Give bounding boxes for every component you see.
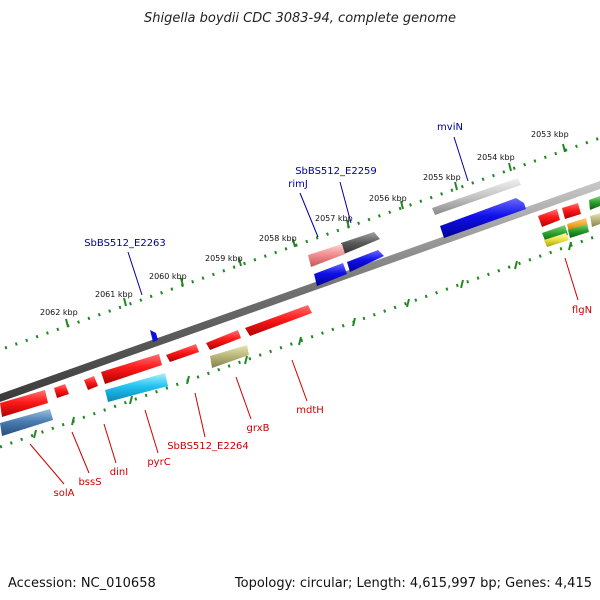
tick-labels: 2053 kbp 2054 kbp 2055 kbp 2056 kbp 2057…	[40, 130, 569, 317]
tick-label: 2059 kbp	[205, 254, 243, 263]
gene-SbBS512_E2259b-arrow[interactable]	[347, 250, 384, 272]
gene-label-SbBS512_E2259[interactable]: SbBS512_E2259	[295, 166, 377, 177]
tick-label: 2061 kbp	[95, 290, 133, 299]
gene-mdtH-arrow[interactable]	[245, 305, 312, 336]
reverse-strand-features	[0, 196, 600, 436]
gene-mviN-arrow[interactable]	[440, 198, 526, 238]
gene-label-mviN[interactable]: mviN	[437, 122, 463, 133]
gene-label-SbBS512_E2264[interactable]: SbBS512_E2264	[167, 441, 249, 452]
accession-text: Accession: NC_010658	[8, 576, 156, 591]
leader-lines	[29, 136, 579, 485]
tick-label: 2060 kbp	[149, 272, 187, 281]
tick-label: 2055 kbp	[423, 173, 461, 182]
map-title: Shigella boydii CDC 3083-94, complete ge…	[144, 11, 456, 26]
gene-label-SbBS512_E2263[interactable]: SbBS512_E2263	[84, 238, 166, 249]
gene-flgN-body-5[interactable]	[590, 213, 600, 227]
tick-label: 2058 kbp	[259, 234, 297, 243]
gene-flgN-arrow-3[interactable]	[589, 196, 600, 210]
gene-pyrC-arrow[interactable]	[101, 354, 162, 384]
gene-solA-arrow[interactable]	[0, 390, 48, 417]
gene-rimJ-arrow[interactable]	[308, 244, 345, 267]
gene-dinI-arrow[interactable]	[84, 376, 98, 390]
tick-label: 2053 kbp	[531, 130, 569, 139]
tick-label: 2054 kbp	[477, 153, 515, 162]
gene-flgN-body-1[interactable]	[542, 225, 568, 243]
inner-tick-track	[0, 233, 600, 449]
forward-strand-features	[150, 178, 526, 342]
gene-grxB-arrow[interactable]	[206, 330, 241, 350]
gene-label-bssS[interactable]: bssS	[78, 477, 101, 488]
gene-mviN-body-upper	[432, 178, 521, 215]
gene-label-dinI[interactable]: dinI	[110, 467, 128, 478]
gene-flgN-body-4[interactable]	[568, 224, 589, 238]
gene-SbBS512_E2259-arrow[interactable]	[341, 232, 380, 254]
gene-SbBS512_E2263-arrow[interactable]	[150, 330, 158, 342]
gene-flgN-arrow-2[interactable]	[562, 203, 581, 219]
gene-SbBS512_E2264-arrow[interactable]	[166, 344, 199, 362]
gene-pyrC-body[interactable]	[105, 373, 168, 402]
tick-label: 2056 kbp	[369, 194, 407, 203]
gene-label-pyrC[interactable]: pyrC	[147, 457, 170, 468]
gene-rimJb-arrow[interactable]	[314, 263, 347, 286]
gene-labels: mviN SbBS512_E2259 rimJ SbBS512_E2263 fl…	[54, 122, 593, 499]
gene-solA-body[interactable]	[0, 409, 53, 436]
gene-label-flgN[interactable]: flgN	[572, 305, 592, 316]
gene-flgN-arrow-1[interactable]	[538, 209, 560, 227]
gene-grxB-body[interactable]	[210, 345, 249, 368]
topology-text: Topology: circular; Length: 4,615,997 bp…	[234, 576, 592, 591]
gene-label-rimJ[interactable]: rimJ	[288, 179, 308, 190]
gene-bssS-arrow[interactable]	[54, 384, 69, 398]
outer-tick-track	[4, 136, 600, 350]
gene-label-grxB[interactable]: grxB	[247, 423, 270, 434]
gene-label-mdtH[interactable]: mdtH	[296, 405, 324, 416]
tick-label: 2057 kbp	[315, 214, 353, 223]
tick-label: 2062 kbp	[40, 308, 78, 317]
genome-backbone	[0, 181, 600, 402]
gene-flgN-body-2[interactable]	[544, 233, 569, 247]
gene-label-solA[interactable]: solA	[54, 488, 75, 499]
